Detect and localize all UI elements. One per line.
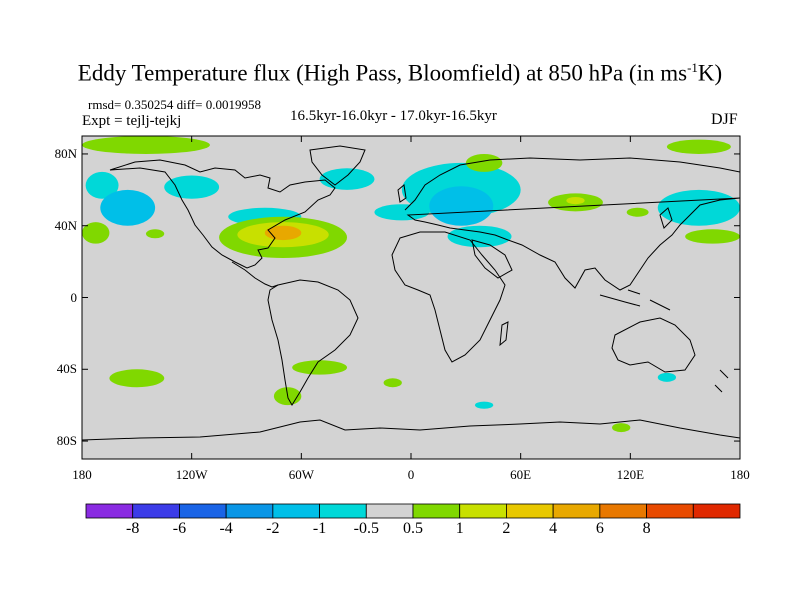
colorbar bbox=[85, 503, 741, 519]
anomaly-region-16 bbox=[465, 153, 503, 172]
coastline-british-isles bbox=[397, 184, 407, 203]
coastline-greenland bbox=[309, 145, 366, 186]
colorbar-swatch bbox=[646, 503, 694, 519]
anomaly-region-0 bbox=[82, 136, 210, 154]
y-tick-label: 80N bbox=[54, 145, 77, 161]
colorbar-swatch bbox=[85, 503, 134, 519]
colorbar-swatch bbox=[506, 503, 554, 519]
anomaly-region-26 bbox=[474, 401, 494, 409]
anomaly-region-5 bbox=[82, 222, 110, 244]
anomaly-region-14 bbox=[429, 186, 494, 226]
colorbar-label: -6 bbox=[172, 520, 187, 537]
colorbar-label: 8 bbox=[642, 520, 651, 537]
anomaly-region-3 bbox=[100, 189, 156, 226]
colorbar-swatch bbox=[225, 503, 274, 519]
anomaly-region-2 bbox=[85, 171, 119, 199]
anomaly-region-19 bbox=[626, 207, 649, 217]
colorbar-label: -1 bbox=[312, 520, 327, 537]
coastline-eurasia bbox=[404, 157, 740, 291]
y-tick-label: 40S bbox=[56, 361, 77, 377]
coastline-layer bbox=[82, 145, 740, 441]
anomaly-region-12 bbox=[374, 204, 430, 221]
colorbar-label: 4 bbox=[549, 520, 558, 537]
anomaly-region-27 bbox=[657, 372, 677, 382]
coastline-australia bbox=[611, 317, 696, 373]
colorbar-swatch bbox=[179, 503, 227, 519]
colorbar-label: 2 bbox=[502, 520, 511, 537]
colorbar-swatch bbox=[272, 503, 320, 519]
axis-ticks bbox=[81, 136, 741, 459]
anomaly-region-28 bbox=[612, 423, 631, 433]
coastline-antarctica bbox=[82, 419, 740, 441]
anomaly-region-11 bbox=[319, 168, 375, 190]
x-tick-label: 180 bbox=[72, 467, 92, 482]
colorbar-label: -4 bbox=[219, 520, 233, 537]
rmsd-diff-stats: rmsd= 0.350254 diff= 0.0019958 bbox=[88, 97, 261, 112]
anomaly-region-25 bbox=[383, 378, 402, 388]
time-period-subtitle: 16.5kyr-16.0kyr - 17.0kyr-16.5kyr bbox=[290, 108, 497, 124]
season-label: DJF bbox=[711, 111, 738, 128]
x-tick-label: 60W bbox=[288, 467, 314, 482]
colorbar-label: 0.5 bbox=[403, 520, 423, 537]
x-tick-label: 180 bbox=[730, 467, 750, 482]
coastline-south-america bbox=[267, 279, 359, 406]
x-tick-label: 120E bbox=[616, 467, 645, 482]
y-tick-label: 40N bbox=[54, 217, 77, 233]
colorbar-label: -2 bbox=[266, 520, 280, 537]
anomaly-region-4 bbox=[164, 175, 220, 199]
y-tick-label: 0 bbox=[70, 289, 78, 305]
anomaly-shading-layer bbox=[82, 136, 740, 433]
map-plot-area bbox=[81, 135, 741, 460]
coastline-indonesia bbox=[599, 289, 671, 311]
colorbar-swatch bbox=[365, 503, 414, 519]
coastline-north-america bbox=[109, 159, 336, 269]
colorbar-label: -0.5 bbox=[353, 520, 379, 537]
colorbar-swatch bbox=[459, 503, 507, 519]
title-unit-end: K) bbox=[697, 60, 723, 86]
anomaly-region-20 bbox=[657, 189, 740, 226]
colorbar-label: 1 bbox=[455, 520, 464, 537]
colorbar-swatch bbox=[692, 503, 741, 519]
colorbar-label: 6 bbox=[595, 520, 604, 537]
anomaly-region-23 bbox=[109, 369, 165, 388]
anomaly-region-22 bbox=[292, 360, 348, 375]
figure-title: Eddy Temperature flux (High Pass, Bloomf… bbox=[0, 60, 800, 87]
title-text: Eddy Temperature flux (High Pass, Bloomf… bbox=[77, 60, 688, 86]
anomaly-region-21 bbox=[685, 229, 740, 244]
anomaly-region-6 bbox=[145, 229, 165, 239]
y-tick-label: 80S bbox=[56, 433, 77, 449]
anomaly-region-1 bbox=[666, 139, 731, 154]
x-tick-label: 60E bbox=[510, 467, 532, 482]
coastline-arabia bbox=[471, 239, 513, 279]
coastline-madagascar bbox=[499, 321, 509, 347]
coastline-africa bbox=[391, 231, 506, 363]
coastline-central-america bbox=[231, 261, 279, 288]
coastline-new-zealand bbox=[714, 369, 729, 393]
colorbar-swatch bbox=[319, 503, 367, 519]
coastline-japan bbox=[659, 207, 673, 229]
title-superscript: -1 bbox=[687, 60, 698, 75]
x-tick-label: 120W bbox=[175, 467, 208, 482]
x-tick-label: 0 bbox=[407, 467, 415, 482]
anomaly-region-15 bbox=[447, 225, 512, 248]
colorbar-swatch bbox=[412, 503, 461, 519]
experiment-label: Expt = tejlj-tejkj bbox=[82, 113, 182, 129]
colorbar-swatch bbox=[132, 503, 180, 519]
colorbar-swatch bbox=[599, 503, 647, 519]
colorbar-swatch bbox=[552, 503, 601, 519]
anomaly-region-18 bbox=[566, 197, 585, 205]
colorbar-label: -8 bbox=[126, 520, 140, 537]
